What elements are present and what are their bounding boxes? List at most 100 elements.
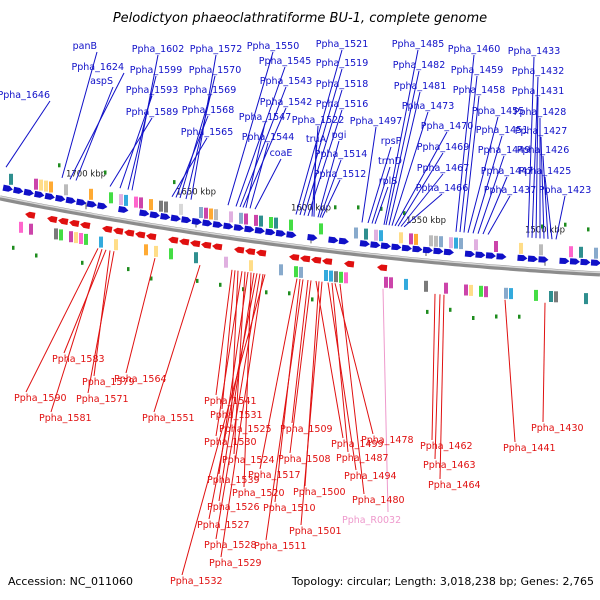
forward-leader-line (367, 146, 392, 224)
forward-gene-label: Ppha_1624 (71, 62, 124, 73)
reverse-cds-arrow (124, 229, 135, 237)
forward-leader-line (555, 195, 566, 240)
forward-leader-line (303, 89, 343, 216)
gc-marker (219, 282, 222, 287)
forward-gene-label: Ppha_1545 (259, 56, 312, 67)
feature-block (139, 197, 143, 209)
forward-leader-line (540, 136, 545, 239)
reverse-gene-label: Ppha_1541 (204, 396, 257, 407)
feature-block (54, 228, 58, 240)
forward-cds-arrow (328, 236, 339, 244)
forward-gene-label: Ppha_1521 (316, 39, 369, 50)
reverse-cds-arrow (245, 248, 256, 256)
reverse-gene-label: Ppha_1508 (278, 454, 331, 465)
rna-leader-line (382, 288, 389, 513)
reverse-gene-label: Ppha_1501 (289, 526, 342, 537)
gc-marker (81, 260, 84, 265)
feature-block (9, 173, 13, 185)
forward-gene-label: Ppha_1427 (515, 126, 568, 137)
forward-leader-line (75, 86, 114, 181)
forward-cds-arrow (338, 237, 349, 245)
reverse-gene-label: Ppha_1529 (209, 558, 262, 569)
reverse-gene-label: Ppha_1571 (76, 394, 129, 405)
reverse-cds-arrow (300, 255, 311, 263)
forward-leader-line (127, 75, 157, 190)
feature-block (364, 228, 368, 240)
reverse-gene-label: Ppha_1551 (142, 413, 195, 424)
forward-gene-label: Ppha_1519 (316, 58, 369, 69)
gc-marker (495, 314, 498, 319)
reverse-gene-label: Ppha_1579 (82, 377, 135, 388)
feature-block (244, 213, 248, 225)
reverse-leader-line (208, 273, 258, 520)
reverse-gene-label: Ppha_1526 (207, 502, 260, 513)
feature-block (579, 246, 583, 258)
reverse-leader-line (431, 293, 436, 441)
forward-gene-label: rpsP (381, 136, 402, 147)
forward-leader-line (61, 51, 98, 179)
feature-block (239, 212, 243, 224)
kbp-label: 1600 kbp (291, 203, 331, 213)
reverse-cds-arrow (201, 241, 212, 249)
forward-leader-line (299, 68, 343, 216)
gc-marker (104, 170, 107, 175)
forward-cds-arrow (380, 242, 391, 250)
forward-leader-line (531, 76, 539, 238)
feature-block (149, 199, 153, 211)
forward-cds-arrow (34, 190, 45, 198)
reverse-gene-label: Ppha_1517 (248, 470, 301, 481)
gc-marker (242, 287, 245, 292)
forward-cds-arrow (517, 254, 528, 262)
feature-block (249, 260, 253, 272)
feature-block (404, 278, 408, 290)
feature-block (534, 289, 538, 301)
forward-gene-label: pgi (332, 130, 347, 141)
forward-cds-arrow (590, 259, 600, 266)
feature-block (69, 231, 73, 243)
feature-block (344, 272, 348, 284)
forward-cds-arrow (433, 247, 444, 255)
forward-cds-arrow (496, 253, 507, 260)
reverse-gene-label: Ppha_1532 (170, 576, 223, 587)
forward-cds-arrow (212, 221, 223, 228)
gc-marker (288, 291, 291, 296)
forward-leader-line (361, 126, 377, 223)
forward-gene-label: Ppha_1481 (394, 81, 447, 92)
forward-gene-label: Ppha_1447 (481, 166, 534, 177)
forward-leader-line (254, 158, 282, 210)
feature-block (549, 291, 553, 302)
feature-block (459, 238, 463, 250)
reverse-leader-line (218, 272, 249, 475)
reverse-gene-label: Ppha_1462 (420, 441, 473, 452)
feature-block (584, 293, 588, 305)
reverse-gene-label: Ppha_1583 (52, 354, 105, 365)
feature-block (439, 236, 443, 248)
forward-cds-arrow (580, 258, 591, 266)
genome-summary: Topology: circular; Length: 3,018,238 bp… (291, 575, 594, 588)
reverse-gene-label: Ppha_1524 (222, 455, 275, 466)
reverse-leader-line (87, 251, 115, 394)
forward-leader-line (317, 140, 340, 218)
reverse-leader-line (434, 294, 441, 460)
accession-label: Accession: NC_011060 (8, 575, 133, 588)
reverse-gene-label: Ppha_1430 (531, 423, 584, 434)
feature-block (399, 232, 403, 244)
reverse-leader-line (334, 283, 374, 435)
reverse-leader-line (331, 282, 349, 453)
reverse-leader-line (215, 271, 243, 437)
forward-gene-label: Ppha_1466 (416, 183, 469, 194)
feature-block (99, 236, 103, 248)
reverse-cds-arrow (113, 227, 124, 235)
forward-cds-arrow (527, 255, 538, 262)
reverse-leader-line (542, 302, 546, 423)
forward-gene-label: panB (73, 41, 97, 52)
forward-leader-line (487, 195, 511, 235)
feature-block (374, 229, 378, 241)
forward-leader-line (400, 173, 444, 227)
feature-block (224, 256, 228, 268)
leader-lines (5, 49, 566, 576)
feature-block (384, 276, 388, 288)
gc-marker (196, 278, 199, 283)
feature-block (474, 239, 478, 251)
forward-cds-arrow (286, 231, 297, 239)
